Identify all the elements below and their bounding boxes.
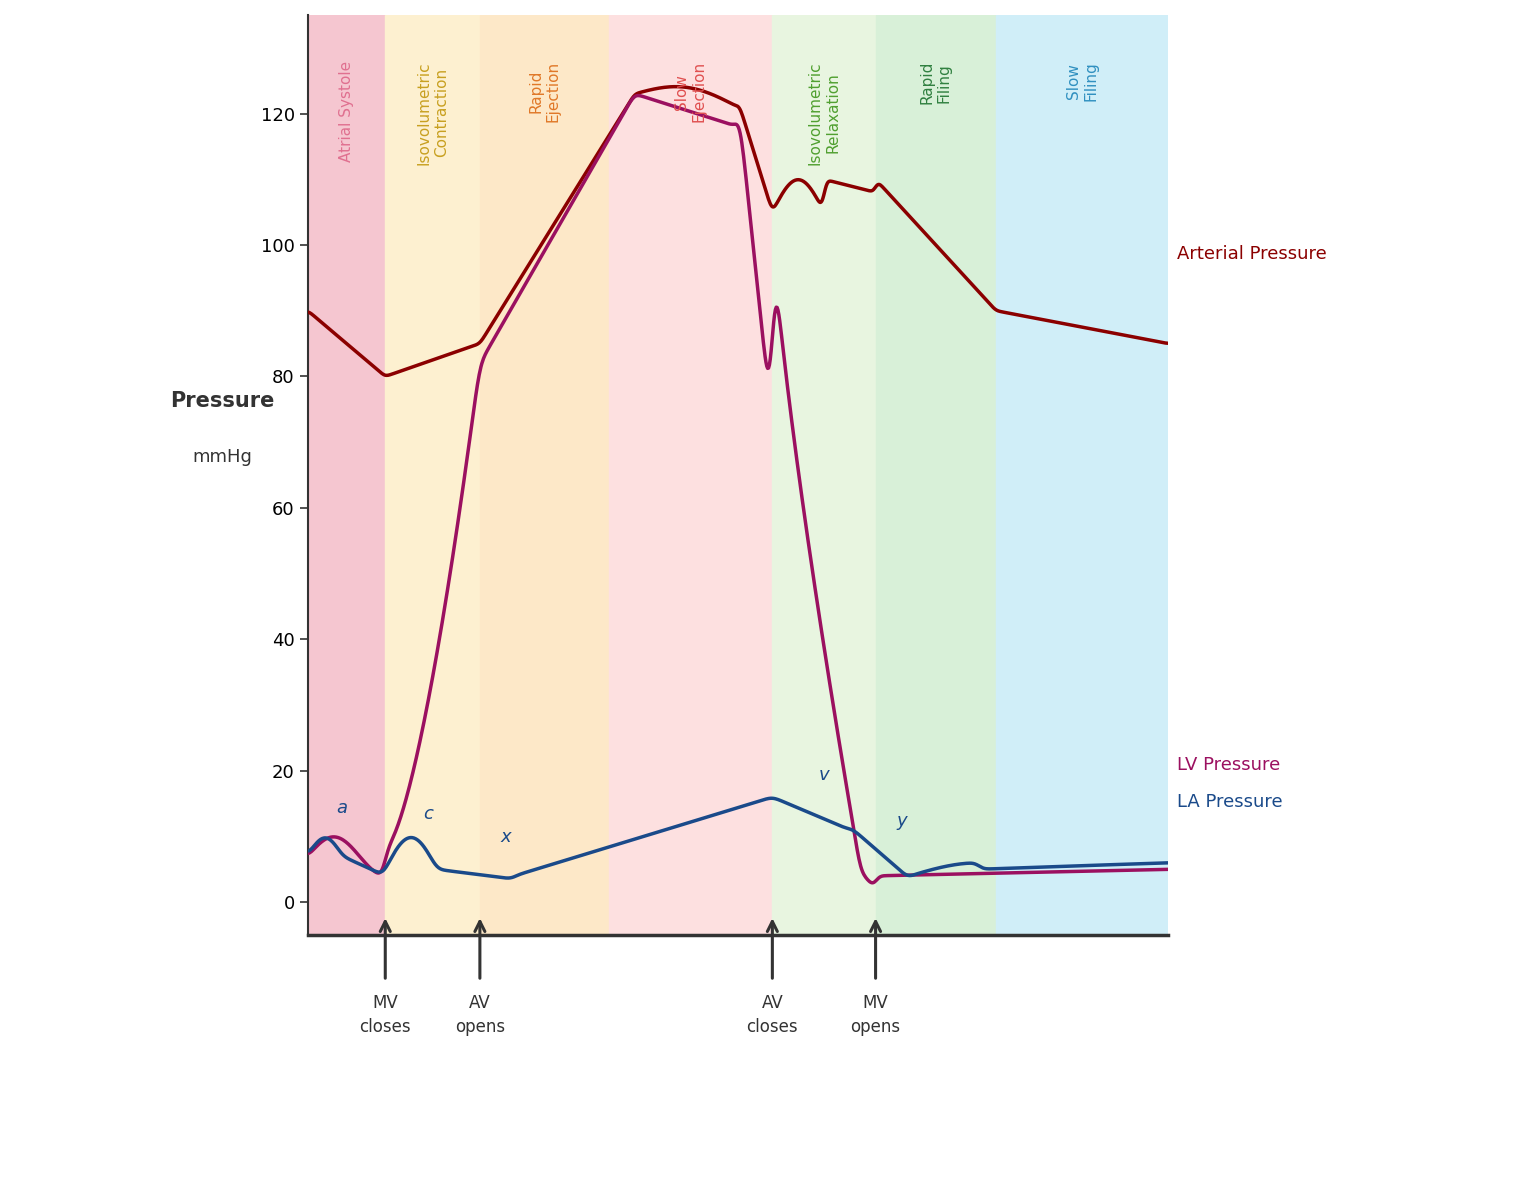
Text: Rapid
Ejection: Rapid Ejection <box>529 61 561 122</box>
Bar <box>996 16 1167 935</box>
Text: Slow
Filing: Slow Filing <box>1067 61 1099 100</box>
Text: x: x <box>500 829 510 847</box>
Bar <box>610 16 772 935</box>
Text: c: c <box>423 805 434 824</box>
Text: y: y <box>895 812 906 830</box>
Text: Isovolumetric
Relaxation: Isovolumetric Relaxation <box>808 61 840 165</box>
Text: v: v <box>819 765 830 784</box>
Text: MV
opens: MV opens <box>851 995 900 1035</box>
Bar <box>876 16 996 935</box>
Text: Atrial Systole: Atrial Systole <box>339 61 354 162</box>
Text: mmHg: mmHg <box>193 448 252 466</box>
Text: AV
opens: AV opens <box>455 995 504 1035</box>
Text: LV Pressure: LV Pressure <box>1177 756 1280 774</box>
Bar <box>385 16 480 935</box>
Text: Rapid
Filing: Rapid Filing <box>920 61 952 104</box>
Bar <box>772 16 876 935</box>
Text: MV
closes: MV closes <box>359 995 411 1035</box>
Text: AV
closes: AV closes <box>747 995 798 1035</box>
Text: Pressure: Pressure <box>170 392 274 412</box>
Text: LA Pressure: LA Pressure <box>1177 793 1282 811</box>
Text: a: a <box>336 799 348 817</box>
Bar <box>307 16 385 935</box>
Text: Isovolumetric
Contraction: Isovolumetric Contraction <box>416 61 449 165</box>
Text: Arterial Pressure: Arterial Pressure <box>1177 245 1326 263</box>
Bar <box>480 16 610 935</box>
Text: Slow
Ejection: Slow Ejection <box>674 61 707 122</box>
